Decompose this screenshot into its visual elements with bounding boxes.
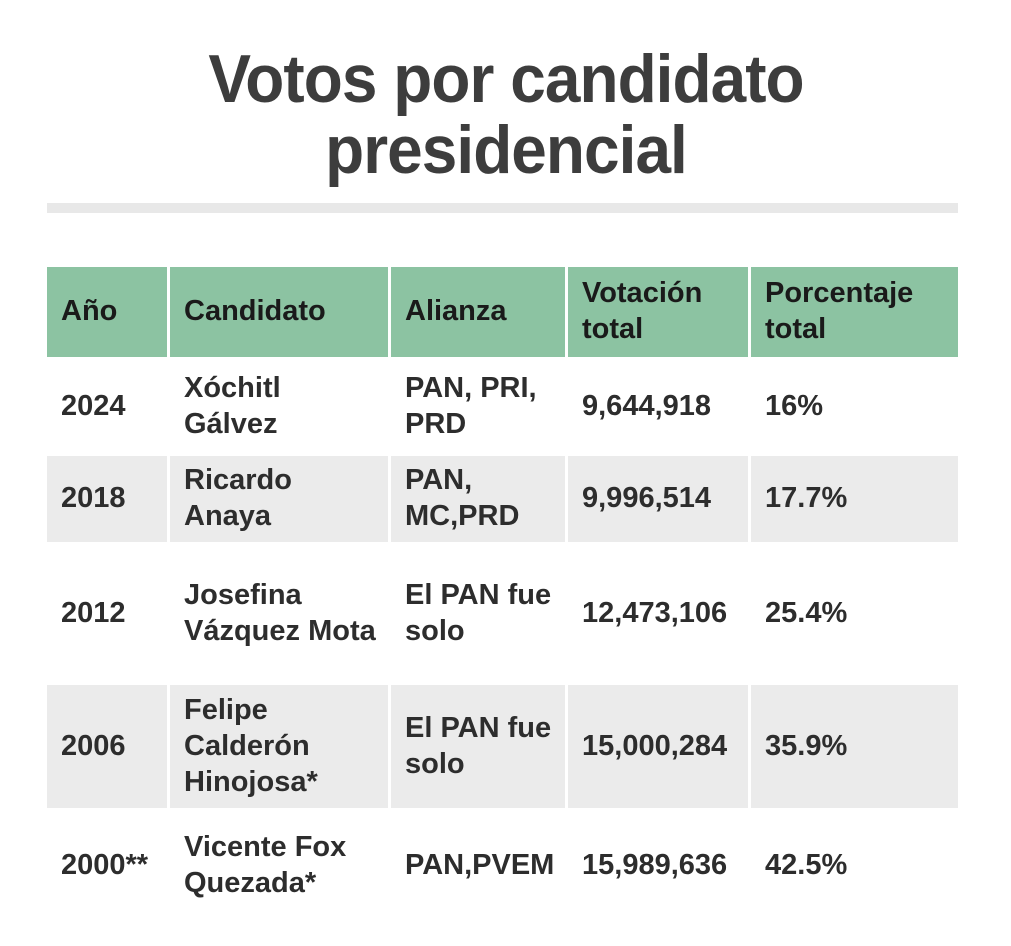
table-cell-votes: 15,989,636 <box>568 811 748 922</box>
column-header-percent: Porcentaje total <box>751 267 958 358</box>
table-cell-percent: 17.7% <box>751 456 958 543</box>
table-cell-candidate: Xóchitl Gálvez <box>170 360 388 454</box>
table-cell-candidate: Felipe Calderón Hinojosa* <box>170 685 388 809</box>
table-cell-votes: 9,996,514 <box>568 456 748 543</box>
page-title: Votos por candidato presidencial <box>207 41 804 188</box>
table-cell-votes: 9,644,918 <box>568 360 748 454</box>
table-cell-votes: 12,473,106 <box>568 545 748 683</box>
table-cell-alliance: PAN, PRI, PRD <box>391 360 565 454</box>
table-cell-candidate: Ricardo Anaya <box>170 456 388 543</box>
table-cell-percent: 42.5% <box>751 811 958 922</box>
table-cell-year: 2018 <box>47 456 167 543</box>
column-header-alliance: Alianza <box>391 267 565 358</box>
infographic-page: Votos por candidato presidencial Año Can… <box>0 44 1011 946</box>
table-cell-year: 2024 <box>47 360 167 454</box>
table-cell-percent: 16% <box>751 360 958 454</box>
column-header-candidate: Candidato <box>170 267 388 358</box>
table-cell-year: 2012 <box>47 545 167 683</box>
table-cell-year: 2000** <box>47 811 167 922</box>
table-cell-candidate: Josefina Vázquez Mota <box>170 545 388 683</box>
table-cell-percent: 35.9% <box>751 685 958 809</box>
table-cell-percent: 25.4% <box>751 545 958 683</box>
table-cell-alliance: PAN, MC,PRD <box>391 456 565 543</box>
table-cell-alliance: El PAN fue solo <box>391 685 565 809</box>
column-header-year: Año <box>47 267 167 358</box>
table-cell-alliance: El PAN fue solo <box>391 545 565 683</box>
table-cell-year: 2006 <box>47 685 167 809</box>
column-header-votes: Votación total <box>568 267 748 358</box>
table-cell-alliance: PAN,PVEM <box>391 811 565 922</box>
table-cell-votes: 15,000,284 <box>568 685 748 809</box>
table-cell-candidate: Vicente Fox Quezada* <box>170 811 388 922</box>
title-divider <box>47 203 958 214</box>
votes-table: Año Candidato Alianza Votación total Por… <box>47 267 958 922</box>
